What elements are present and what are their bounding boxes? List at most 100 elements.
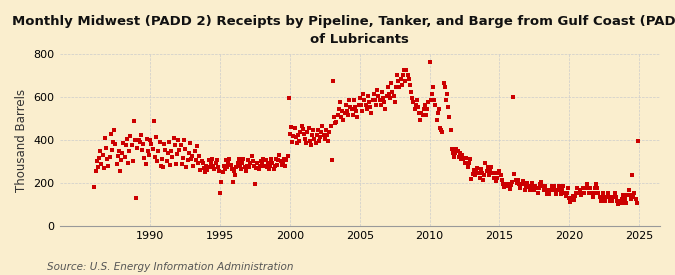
Point	[138, 142, 148, 147]
Point	[489, 171, 500, 175]
Point	[477, 171, 487, 175]
Point	[554, 184, 564, 188]
Point	[613, 202, 624, 207]
Point	[273, 158, 284, 163]
Point	[592, 186, 603, 191]
Point	[357, 109, 368, 113]
Point	[196, 159, 207, 164]
Point	[308, 128, 319, 133]
Point	[500, 182, 511, 186]
Point	[578, 186, 589, 191]
Point	[322, 133, 333, 137]
Point	[250, 182, 261, 186]
Point	[261, 165, 272, 169]
Point	[393, 79, 404, 83]
Point	[541, 188, 551, 193]
Point	[189, 148, 200, 153]
Point	[329, 115, 340, 120]
Point	[160, 147, 171, 152]
Point	[271, 157, 281, 161]
Point	[533, 186, 544, 191]
Point	[472, 166, 483, 170]
Point	[568, 198, 579, 202]
Point	[369, 98, 380, 103]
Point	[496, 178, 507, 182]
Point	[446, 146, 457, 151]
Point	[96, 161, 107, 166]
Point	[314, 139, 325, 143]
Point	[546, 184, 557, 188]
Point	[551, 191, 562, 196]
Point	[265, 164, 275, 168]
Point	[441, 98, 452, 103]
Point	[136, 133, 146, 137]
Point	[495, 173, 506, 178]
Point	[406, 89, 416, 94]
Point	[213, 165, 223, 169]
Point	[264, 167, 275, 171]
Point	[281, 158, 292, 163]
Point	[144, 153, 155, 157]
Point	[165, 163, 176, 167]
Point	[125, 133, 136, 138]
Point	[248, 164, 259, 168]
Point	[429, 98, 439, 103]
Point	[412, 104, 423, 109]
Point	[544, 191, 555, 196]
Point	[383, 92, 394, 96]
Point	[466, 177, 477, 181]
Point	[134, 138, 144, 142]
Point	[439, 85, 450, 90]
Point	[263, 160, 273, 165]
Point	[140, 161, 151, 166]
Point	[343, 113, 354, 117]
Point	[217, 170, 228, 174]
Point	[167, 155, 178, 160]
Point	[502, 182, 513, 186]
Point	[215, 190, 225, 195]
Point	[379, 100, 389, 104]
Point	[150, 155, 161, 160]
Point	[610, 190, 620, 195]
Point	[352, 115, 362, 120]
Point	[194, 154, 205, 158]
Point	[113, 148, 124, 153]
Point	[602, 190, 613, 195]
Point	[163, 140, 174, 144]
Point	[324, 130, 335, 135]
Point	[394, 85, 405, 90]
Point	[361, 107, 372, 111]
Point	[547, 188, 558, 193]
Point	[209, 167, 219, 171]
Point	[615, 201, 626, 205]
Point	[504, 183, 514, 187]
Point	[102, 157, 113, 161]
Point	[292, 141, 302, 145]
Point	[450, 151, 460, 155]
Point	[514, 182, 524, 186]
Point	[491, 175, 502, 180]
Point	[207, 157, 217, 161]
Point	[420, 102, 431, 107]
Point	[374, 98, 385, 103]
Point	[120, 143, 131, 148]
Point	[443, 104, 454, 109]
Point	[152, 159, 163, 164]
Point	[240, 169, 251, 173]
Point	[158, 165, 169, 169]
Point	[589, 190, 599, 195]
Point	[337, 109, 348, 113]
Point	[238, 157, 249, 161]
Point	[624, 192, 635, 197]
Point	[574, 188, 585, 193]
Point	[599, 195, 610, 199]
Point	[516, 182, 527, 186]
Point	[335, 100, 346, 104]
Point	[362, 94, 373, 98]
Point	[436, 128, 447, 133]
Point	[526, 181, 537, 185]
Point	[517, 178, 528, 183]
Point	[159, 142, 169, 147]
Point	[284, 96, 294, 100]
Point	[518, 182, 529, 186]
